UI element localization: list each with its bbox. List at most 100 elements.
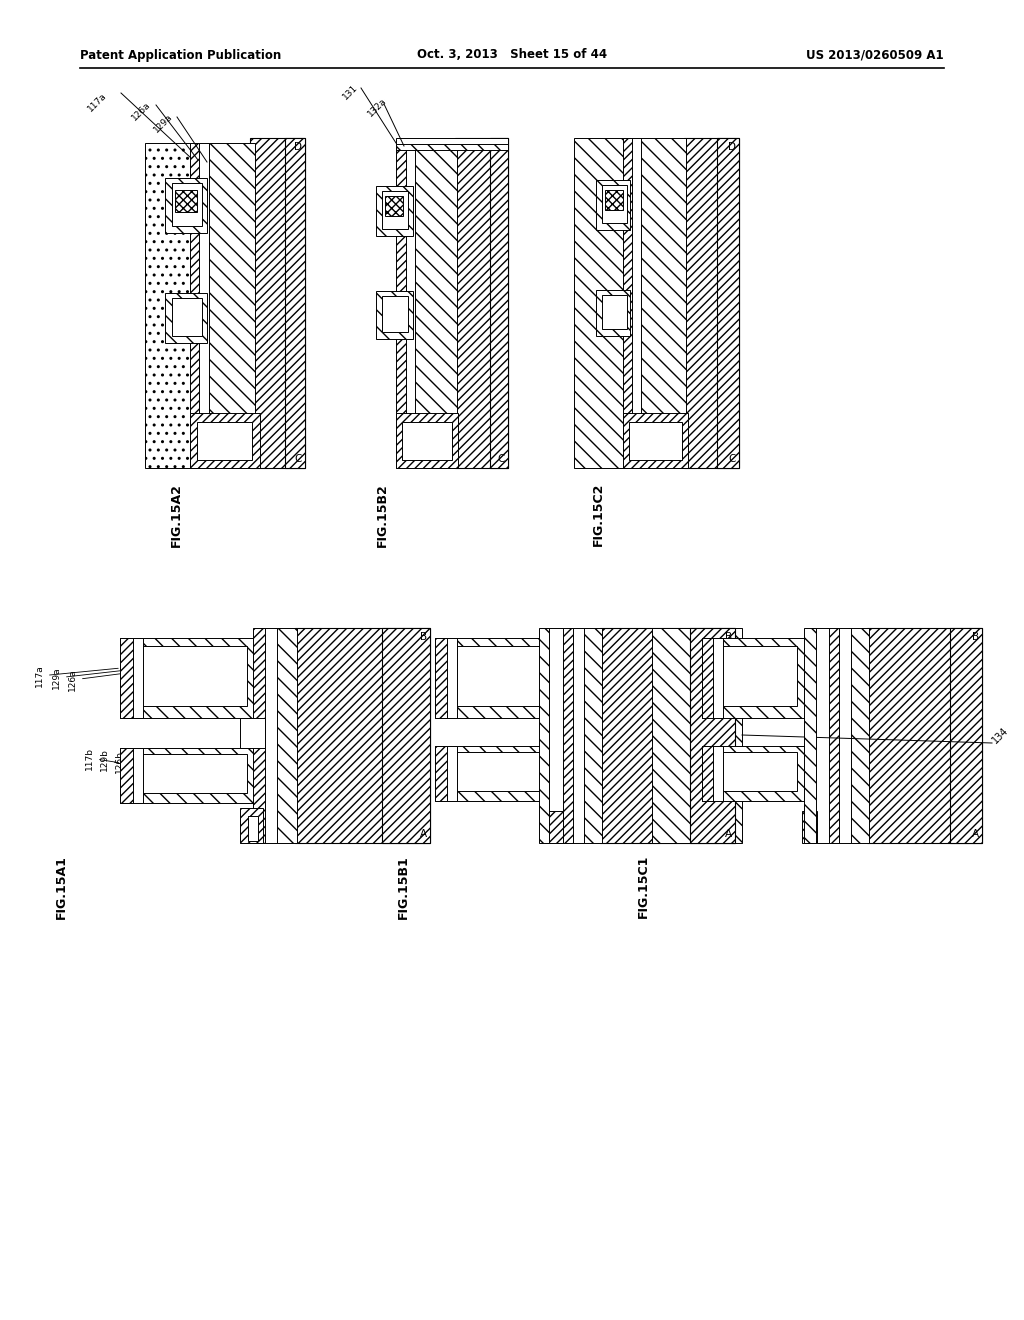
Bar: [120, 638, 134, 718]
Text: 132a: 132a: [366, 95, 388, 117]
Text: Oct. 3, 2013   Sheet 15 of 44: Oct. 3, 2013 Sheet 15 of 44: [417, 49, 607, 62]
Bar: [547, 810, 563, 843]
Bar: [712, 645, 797, 706]
Bar: [295, 628, 430, 843]
Bar: [702, 746, 807, 801]
Bar: [172, 298, 202, 337]
Text: 129a: 129a: [52, 667, 124, 689]
Text: D: D: [294, 143, 302, 152]
Text: FIG.15B2: FIG.15B2: [376, 483, 389, 546]
Bar: [605, 190, 623, 210]
Bar: [849, 628, 869, 843]
Bar: [207, 143, 255, 469]
Bar: [165, 178, 207, 234]
Bar: [629, 422, 682, 459]
Text: FIG.15B1: FIG.15B1: [397, 855, 410, 919]
Text: 117a: 117a: [86, 91, 109, 114]
Bar: [263, 628, 278, 843]
Bar: [600, 628, 735, 843]
Bar: [717, 139, 739, 469]
Bar: [547, 628, 563, 843]
Bar: [447, 638, 457, 718]
Bar: [120, 638, 265, 718]
Bar: [197, 143, 209, 469]
Bar: [435, 746, 573, 801]
Bar: [240, 718, 265, 748]
Bar: [413, 143, 457, 469]
Bar: [950, 628, 982, 843]
Bar: [596, 180, 630, 230]
Bar: [404, 143, 415, 469]
Bar: [837, 628, 851, 843]
Bar: [133, 638, 143, 718]
Bar: [602, 294, 627, 329]
Bar: [133, 748, 143, 803]
Text: FIG.15A1: FIG.15A1: [55, 855, 68, 919]
Bar: [285, 139, 305, 469]
Text: C: C: [729, 454, 736, 465]
Bar: [571, 628, 584, 843]
Bar: [382, 296, 408, 333]
Text: 131: 131: [341, 82, 359, 102]
Bar: [120, 748, 134, 803]
Text: B: B: [420, 632, 427, 642]
Bar: [145, 143, 191, 469]
Text: 126b: 126b: [115, 751, 131, 774]
Bar: [867, 628, 982, 843]
Text: 126a: 126a: [68, 669, 131, 692]
Bar: [574, 139, 639, 469]
Text: A: A: [725, 829, 732, 840]
Bar: [814, 628, 829, 843]
Bar: [827, 628, 839, 843]
Bar: [490, 139, 508, 469]
Bar: [435, 746, 449, 801]
Bar: [582, 628, 602, 843]
Bar: [382, 628, 430, 843]
Bar: [702, 638, 807, 718]
Bar: [376, 290, 413, 339]
Bar: [250, 139, 305, 469]
Bar: [132, 645, 247, 706]
Text: D: D: [497, 143, 505, 152]
Bar: [275, 628, 297, 843]
Text: A: A: [972, 829, 979, 840]
Text: C: C: [498, 454, 505, 465]
Bar: [435, 638, 449, 718]
Bar: [447, 752, 555, 791]
Bar: [172, 183, 202, 226]
Bar: [396, 143, 406, 469]
Bar: [132, 754, 247, 793]
Text: 117b: 117b: [85, 747, 118, 770]
Text: 126a: 126a: [130, 99, 153, 121]
Text: FIG.15C2: FIG.15C2: [592, 483, 605, 546]
Text: B: B: [725, 632, 732, 642]
Bar: [539, 628, 549, 843]
Bar: [713, 746, 723, 801]
Bar: [561, 628, 573, 843]
Bar: [248, 816, 258, 841]
Bar: [455, 139, 508, 469]
Bar: [165, 293, 207, 343]
Bar: [639, 139, 686, 469]
Bar: [630, 139, 641, 469]
Bar: [396, 413, 458, 469]
Bar: [382, 191, 408, 228]
Text: 117a: 117a: [35, 665, 118, 688]
Bar: [435, 638, 573, 718]
Bar: [690, 628, 735, 843]
Bar: [240, 808, 263, 843]
Text: FIG.15A2: FIG.15A2: [170, 483, 183, 546]
Text: Patent Application Publication: Patent Application Publication: [80, 49, 282, 62]
Bar: [702, 638, 714, 718]
Bar: [623, 413, 688, 469]
Bar: [120, 748, 265, 803]
Bar: [684, 139, 739, 469]
Bar: [190, 413, 260, 469]
Text: FIG.15C1: FIG.15C1: [637, 855, 650, 919]
Bar: [702, 746, 714, 801]
Bar: [712, 752, 797, 791]
Text: A: A: [420, 829, 427, 840]
Text: D: D: [728, 143, 736, 152]
Bar: [190, 143, 199, 469]
Text: 129b: 129b: [100, 748, 124, 771]
